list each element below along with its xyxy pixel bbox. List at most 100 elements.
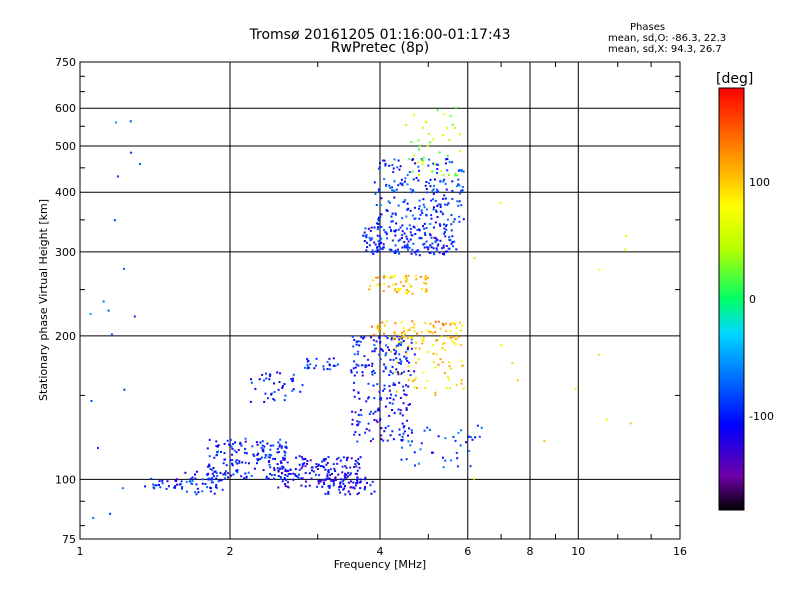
data-point <box>420 331 423 334</box>
data-point <box>357 364 360 367</box>
data-point <box>605 418 608 421</box>
data-point <box>357 423 360 426</box>
data-point <box>415 361 418 364</box>
data-point <box>411 234 414 237</box>
data-point <box>232 473 235 476</box>
data-point <box>446 169 449 172</box>
data-point <box>452 245 454 248</box>
data-point <box>427 246 430 249</box>
data-point <box>224 473 227 476</box>
data-point <box>360 414 363 416</box>
data-point <box>390 248 393 251</box>
data-point <box>339 491 342 494</box>
data-point <box>276 463 279 466</box>
data-point <box>251 445 254 448</box>
data-point <box>364 431 367 434</box>
data-point <box>457 183 460 186</box>
data-point <box>375 222 378 225</box>
data-point <box>432 247 435 250</box>
data-point <box>435 163 438 166</box>
data-point <box>388 226 391 229</box>
data-point <box>306 365 309 368</box>
data-point <box>399 409 402 412</box>
data-point <box>216 453 219 456</box>
data-point <box>356 469 359 472</box>
data-point <box>268 453 271 456</box>
data-point <box>384 164 387 167</box>
data-point <box>435 248 438 251</box>
data-point <box>353 433 356 436</box>
data-point <box>461 189 464 192</box>
data-point <box>403 336 406 339</box>
data-point <box>354 459 357 462</box>
data-point <box>441 347 444 350</box>
data-point <box>416 249 419 252</box>
data-point <box>411 292 414 295</box>
data-point <box>281 480 284 483</box>
data-point <box>455 106 457 109</box>
data-point <box>316 485 318 488</box>
data-point <box>215 477 218 480</box>
data-point <box>356 493 359 496</box>
data-point <box>332 482 335 485</box>
data-point <box>116 175 119 178</box>
data-point <box>373 344 376 347</box>
data-point <box>213 470 216 473</box>
data-point <box>365 428 368 431</box>
data-point <box>359 340 362 343</box>
data-point <box>442 324 445 327</box>
data-point <box>356 478 358 481</box>
data-point <box>465 441 467 444</box>
data-point <box>371 249 374 252</box>
data-point <box>434 320 437 323</box>
data-point <box>450 335 453 338</box>
data-point <box>364 486 367 488</box>
data-point <box>352 486 355 489</box>
data-point <box>355 484 357 487</box>
y-tick-label: 300 <box>55 246 76 259</box>
data-point <box>380 213 383 216</box>
data-point <box>447 202 450 205</box>
data-point <box>385 352 388 355</box>
data-point <box>457 432 460 434</box>
data-point <box>404 333 406 336</box>
data-point <box>405 277 408 280</box>
data-point <box>392 398 395 401</box>
data-point <box>244 437 247 440</box>
data-point <box>204 483 207 485</box>
data-point <box>358 466 361 469</box>
data-point <box>411 248 414 251</box>
data-point <box>301 477 304 480</box>
data-point <box>292 377 294 380</box>
data-point <box>418 254 421 257</box>
data-point <box>281 465 284 468</box>
data-point <box>454 439 457 442</box>
data-point <box>233 449 236 452</box>
data-point <box>412 178 415 181</box>
data-point <box>442 456 444 459</box>
data-point <box>409 403 411 406</box>
data-point <box>435 239 438 242</box>
data-point <box>427 248 430 251</box>
data-point <box>231 462 234 465</box>
data-point <box>284 483 287 485</box>
data-point <box>158 480 161 483</box>
data-point <box>413 114 416 117</box>
data-point <box>332 484 335 487</box>
data-point <box>329 468 332 471</box>
data-point <box>332 463 335 466</box>
data-point <box>382 439 385 442</box>
data-point <box>461 324 464 327</box>
data-point <box>281 387 284 389</box>
data-point <box>244 447 247 450</box>
data-point <box>422 243 425 246</box>
data-point <box>304 465 307 468</box>
data-point <box>353 466 356 469</box>
data-point <box>283 454 286 457</box>
data-point <box>368 429 371 432</box>
data-point <box>454 172 457 175</box>
data-point <box>417 139 420 142</box>
data-point <box>301 465 304 468</box>
data-point <box>296 475 299 478</box>
